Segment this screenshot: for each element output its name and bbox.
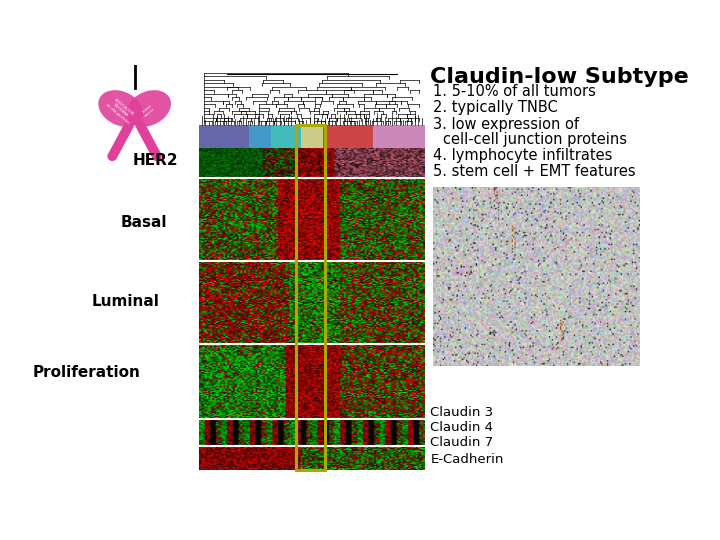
Ellipse shape xyxy=(99,90,143,127)
Text: cell-cell junction proteins: cell-cell junction proteins xyxy=(443,132,626,147)
Text: Luminal: Luminal xyxy=(92,294,160,309)
Text: E-Cadherin: E-Cadherin xyxy=(431,453,504,467)
Bar xyxy=(199,71,425,125)
Bar xyxy=(323,125,373,148)
Text: HER2: HER2 xyxy=(132,153,178,168)
Bar xyxy=(297,125,325,470)
Text: 3. low expression of: 3. low expression of xyxy=(433,117,579,132)
Text: 2. typically TNBC: 2. typically TNBC xyxy=(433,100,558,115)
Text: Proliferation: Proliferation xyxy=(32,365,140,380)
Text: Basal: Basal xyxy=(120,215,167,230)
Text: breast
cancer: breast cancer xyxy=(141,103,156,118)
Text: ASSOCIACION
MEXICANA
de alla guaricion: ASSOCIACION MEXICANA de alla guaricion xyxy=(105,96,136,125)
Text: Claudin-low Subtype: Claudin-low Subtype xyxy=(431,67,689,87)
Bar xyxy=(248,125,271,148)
Text: Claudin 3
Claudin 4
Claudin 7: Claudin 3 Claudin 4 Claudin 7 xyxy=(431,406,493,449)
Bar xyxy=(373,125,425,148)
Bar xyxy=(300,125,323,148)
Ellipse shape xyxy=(126,90,171,127)
Bar xyxy=(271,125,300,148)
Text: 4. lymphocyte infiltrates: 4. lymphocyte infiltrates xyxy=(433,148,613,163)
Text: 5. stem cell + EMT features: 5. stem cell + EMT features xyxy=(433,164,636,179)
Text: 1. 5-10% of all tumors: 1. 5-10% of all tumors xyxy=(433,84,596,98)
Bar xyxy=(199,125,248,148)
